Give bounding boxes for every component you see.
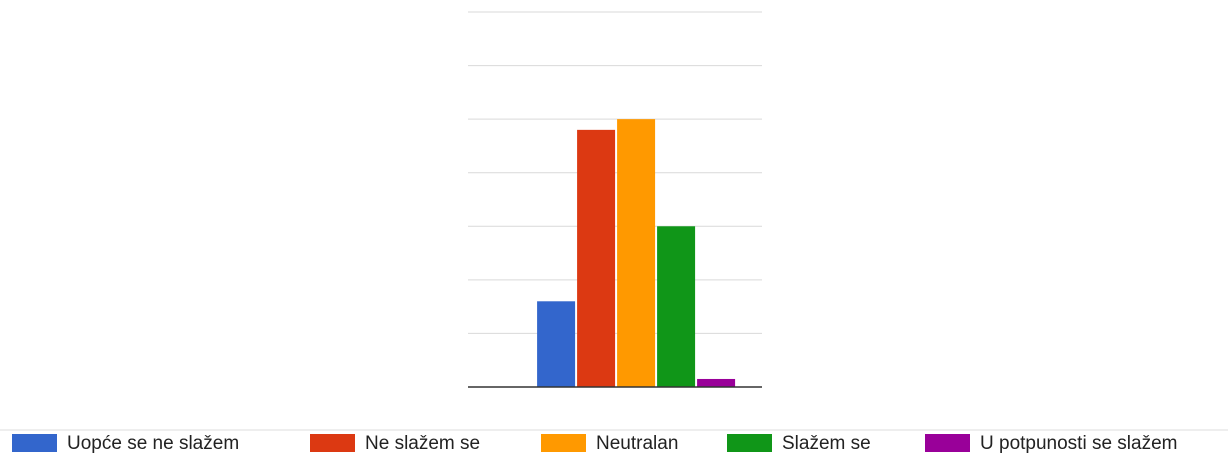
legend-swatch — [310, 434, 355, 452]
bar — [577, 129, 616, 387]
legend-label: U potpunosti se slažem — [980, 433, 1178, 454]
bar — [617, 119, 656, 388]
legend-swatch — [541, 434, 586, 452]
legend-label: Slažem se — [782, 433, 871, 454]
legend-label: Neutralan — [596, 433, 678, 454]
legend-label: Ne slažem se — [365, 433, 480, 454]
legend-swatch — [12, 434, 57, 452]
bar — [537, 301, 576, 387]
legend-label: Uopće se ne slažem — [67, 433, 239, 454]
legend-swatch — [925, 434, 970, 452]
legend-swatch — [727, 434, 772, 452]
bar — [697, 378, 736, 387]
bar — [657, 226, 696, 387]
